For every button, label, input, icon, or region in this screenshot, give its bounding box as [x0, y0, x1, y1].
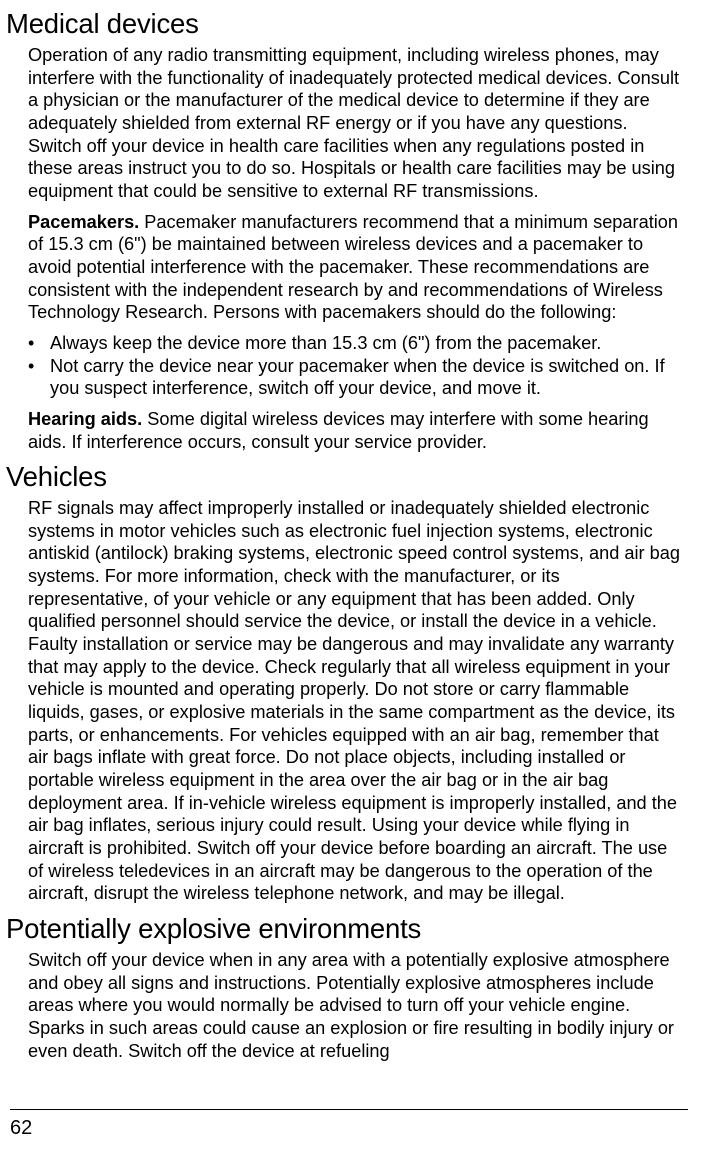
document-page: Medical devices Operation of any radio t…: [0, 0, 712, 1150]
list-item: Not carry the device near your pacemaker…: [28, 355, 682, 400]
label-pacemakers: Pacemakers.: [28, 212, 139, 232]
label-hearing-aids: Hearing aids.: [28, 409, 147, 429]
page-number: 62: [10, 1117, 32, 1140]
list-item: Always keep the device more than 15.3 cm…: [28, 332, 682, 355]
paragraph-vehicles: RF signals may affect improperly install…: [28, 497, 682, 905]
bullet-list-pacemakers: Always keep the device more than 15.3 cm…: [28, 332, 682, 400]
paragraph-hearing-aids: Hearing aids. Some digital wireless devi…: [28, 408, 682, 453]
heading-explosive-environments: Potentially explosive environments: [6, 913, 688, 945]
paragraph-explosive: Switch off your device when in any area …: [28, 949, 682, 1062]
heading-vehicles: Vehicles: [6, 461, 688, 493]
paragraph-pacemakers: Pacemakers. Pacemaker manufacturers reco…: [28, 211, 682, 324]
heading-medical-devices: Medical devices: [6, 8, 688, 40]
paragraph-medical-intro: Operation of any radio transmitting equi…: [28, 44, 682, 203]
footer-rule: [10, 1109, 688, 1110]
page-content: Medical devices Operation of any radio t…: [0, 0, 688, 1062]
